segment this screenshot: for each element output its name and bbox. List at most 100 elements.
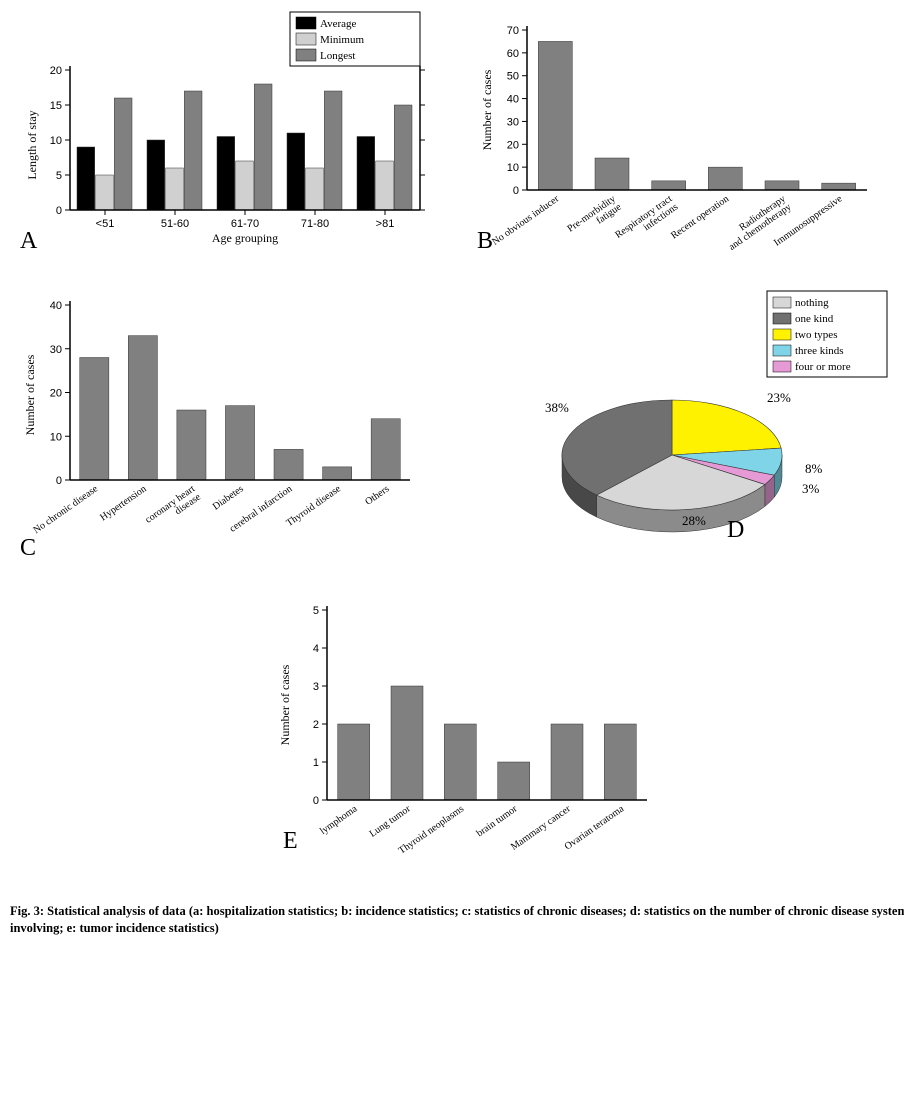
ylabel-c: Number of cases [23,354,37,435]
bar [376,161,394,210]
bar [394,105,412,210]
svg-text:20: 20 [50,65,62,77]
bar [147,140,165,210]
svg-text:No chronic disease: No chronic disease [31,483,100,536]
svg-text:0: 0 [56,475,62,487]
chart-c: 010203040 No chronic diseaseHypertension… [10,285,440,565]
svg-text:40: 40 [507,94,519,106]
bar [236,161,254,210]
bar [114,98,132,210]
caption-text: Statistical analysis of data (a: hospita… [10,904,904,935]
panel-label-e: E [283,828,298,855]
svg-text:60: 60 [507,48,519,60]
bar [128,336,157,480]
plot-area-c [80,336,401,480]
svg-text:Others: Others [363,483,391,507]
svg-text:70: 70 [507,25,519,37]
bar [254,84,272,210]
bar [708,167,742,190]
svg-text:4: 4 [313,643,319,655]
pie-pct-label: 3% [802,481,820,496]
bar [96,175,114,210]
bar [444,724,476,800]
figure-grid: Average Minimum Longest 05101520 <5151-6… [10,10,904,885]
bar [77,147,95,210]
legend-a-item-longest: Longest [296,49,355,62]
svg-text:61-70: 61-70 [231,218,259,230]
pie-pct-label: 28% [682,513,706,528]
svg-text:lymphoma: lymphoma [318,803,360,837]
svg-text:three kinds: three kinds [795,345,844,357]
panel-d: nothing one kind two types three kinds four … [467,285,904,570]
svg-text:0: 0 [513,185,519,197]
svg-text:Hypertension: Hypertension [98,483,148,523]
panel-e: 012345 lymphomaLung tumorThyroid neoplas… [10,590,904,885]
bar [306,168,324,210]
pie-pct-label: 23% [767,390,791,405]
panel-label-d: D [727,517,744,544]
ylabel-b: Number of cases [480,69,494,150]
bar [287,133,305,210]
chart-d: nothing one kind two types three kinds four … [467,285,897,565]
svg-text:30: 30 [507,116,519,128]
svg-text:15: 15 [50,100,62,112]
svg-text:No obvious inducer: No obvious inducer [490,193,561,248]
svg-text:30: 30 [50,344,62,356]
svg-text:50: 50 [507,71,519,83]
svg-text:four or more: four or more [795,361,851,373]
figure-caption: Fig. 3: Statistical analysis of data (a:… [10,903,904,937]
bar [652,181,686,190]
plot-area-a [77,84,412,210]
svg-text:10: 10 [50,431,62,443]
svg-text:1: 1 [313,757,319,769]
figure-label: Fig. 3: [10,904,44,918]
bar [765,181,799,190]
svg-text:Respiratory tractinfections: Respiratory tractinfections [613,193,680,249]
bar [604,724,636,800]
svg-text:40: 40 [50,300,62,312]
pie-slice [672,400,781,455]
svg-text:one kind: one kind [795,313,834,325]
svg-text:5: 5 [313,605,319,617]
legend-a-item-average: Average [296,17,357,30]
bar [217,137,235,211]
pie-pct-label: 8% [805,461,823,476]
panel-a: Average Minimum Longest 05101520 <5151-6… [10,10,457,265]
bar [177,410,206,480]
svg-text:nothing: nothing [795,297,829,309]
chart-e: 012345 lymphomaLung tumorThyroid neoplas… [247,590,677,880]
bar [80,358,109,481]
bar [338,724,370,800]
legend-label: Minimum [320,34,364,46]
legend-a-item-minimum: Minimum [296,33,364,46]
bar [274,449,303,480]
bar [357,137,375,211]
svg-text:two types: two types [795,329,837,341]
svg-text:0: 0 [313,795,319,807]
bar [184,91,202,210]
ylabel-a: Length of stay [25,110,39,179]
svg-text:3: 3 [313,681,319,693]
ylabel-e: Number of cases [278,664,292,745]
bar [371,419,400,480]
panel-label-a: A [20,228,37,255]
svg-text:Lung tumor: Lung tumor [368,803,414,840]
svg-text:Thyroid disease: Thyroid disease [284,483,343,529]
svg-text:10: 10 [50,135,62,147]
svg-text:coronary heartdisease: coronary heartdisease [143,483,203,534]
bar [391,686,423,800]
svg-text:10: 10 [507,162,519,174]
pie-pct-label: 38% [545,400,569,415]
chart-a: Average Minimum Longest 05101520 <5151-6… [10,10,440,260]
xlabel-a: Age grouping [212,231,278,245]
svg-text:71-80: 71-80 [301,218,329,230]
bar [225,406,254,480]
bar [595,158,629,190]
legend-label: Longest [320,50,355,62]
chart-b: 010203040506070 No obvious inducerPre-mo… [467,10,897,260]
svg-text:0: 0 [56,205,62,217]
panel-label-b: B [477,228,493,255]
plot-area-e [338,686,637,800]
svg-text:2: 2 [313,719,319,731]
svg-text:20: 20 [507,139,519,151]
